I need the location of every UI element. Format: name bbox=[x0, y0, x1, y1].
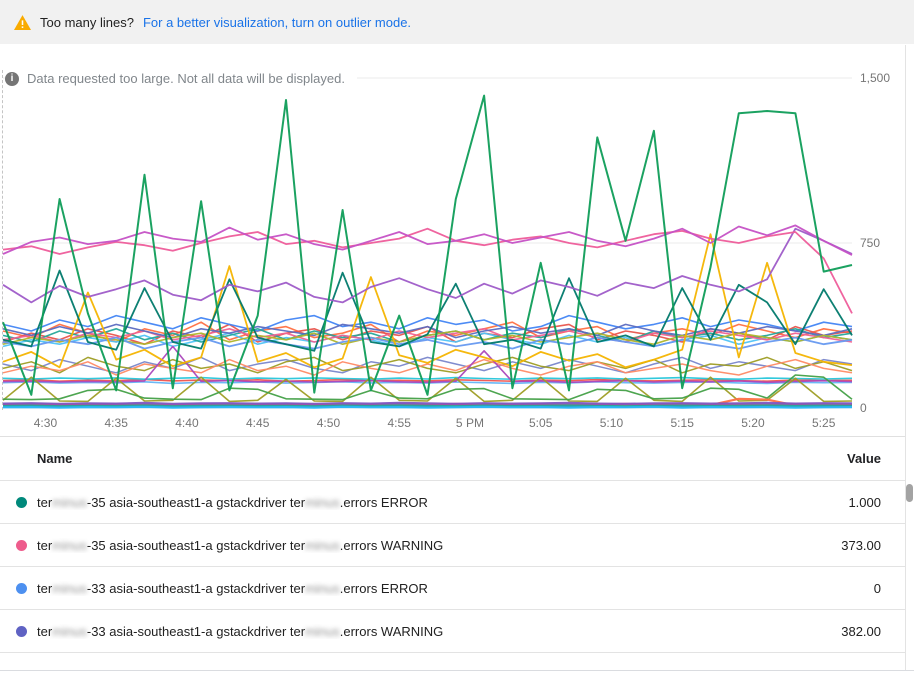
x-axis-label: 5:10 bbox=[599, 416, 624, 430]
chart-line-blue-weave bbox=[2, 336, 853, 350]
redacted-text: minus bbox=[305, 580, 340, 596]
series-color-dot bbox=[16, 582, 27, 594]
table-row[interactable]: terminus-35 asia-southeast1-a gstackdriv… bbox=[0, 481, 905, 524]
warning-icon bbox=[14, 14, 31, 30]
redacted-text: minus bbox=[52, 623, 87, 639]
row-value: 1.000 bbox=[848, 494, 881, 510]
table-row[interactable]: terminus-33 asia-southeast1-a gstackdriv… bbox=[0, 610, 905, 653]
table-row[interactable]: terminus-35 asia-southeast1-a gstackdriv… bbox=[0, 524, 905, 567]
table-row[interactable]: terminus-33 asia-southeast1-a gstackdriv… bbox=[0, 567, 905, 610]
x-axis-label: 4:35 bbox=[104, 416, 128, 430]
x-axis-label: 4:30 bbox=[33, 416, 58, 430]
chart-line-purple-mid bbox=[2, 227, 853, 304]
chart-line-green-tall bbox=[2, 94, 853, 396]
axis-divider bbox=[0, 436, 905, 437]
x-axis-label: 4:50 bbox=[316, 416, 341, 430]
x-axis-label: 5:25 bbox=[812, 416, 836, 430]
x-axis-label: 4:40 bbox=[175, 416, 199, 430]
line-chart bbox=[2, 77, 853, 409]
chart-area: i Data requested too large. Not all data… bbox=[0, 44, 905, 437]
too-many-lines-banner: Too many lines? For a better visualizati… bbox=[0, 0, 914, 44]
chart-left-dashed-line bbox=[2, 70, 3, 410]
legend-table: Name Value terminus-35 asia-southeast1-a… bbox=[0, 437, 905, 669]
chart-line-stripe-cyan bbox=[2, 376, 853, 381]
y-axis-label: 750 bbox=[857, 236, 881, 250]
data-truncated-notice: i Data requested too large. Not all data… bbox=[5, 71, 357, 86]
row-value: 373.00 bbox=[841, 537, 881, 553]
chart-line-darkteal-spiky bbox=[2, 269, 853, 352]
y-axis-label: 1,500 bbox=[857, 71, 891, 85]
row-value: 0 bbox=[873, 580, 881, 596]
partial-row bbox=[0, 653, 905, 669]
redacted-text: minus bbox=[305, 537, 340, 553]
column-header-value: Value bbox=[847, 451, 881, 466]
redacted-text: minus bbox=[52, 537, 87, 553]
x-axis-label: 5:05 bbox=[529, 416, 553, 430]
x-axis-label: 4:45 bbox=[246, 416, 270, 430]
chart-line-tangle-slate bbox=[2, 323, 853, 339]
scrollbar-thumb[interactable] bbox=[906, 484, 913, 502]
column-header-name: Name bbox=[37, 451, 73, 466]
chart-line-bottom-purple bbox=[2, 401, 853, 405]
legend-header: Name Value bbox=[0, 437, 905, 481]
chart-line-bottom-teal bbox=[2, 404, 853, 408]
row-name: terminus-33 asia-southeast1-a gstackdriv… bbox=[37, 623, 444, 639]
series-color-dot bbox=[16, 539, 27, 551]
chart-line-pink-high bbox=[2, 227, 853, 314]
chart-line-low-orange bbox=[2, 358, 853, 376]
row-value: 382.00 bbox=[841, 623, 881, 639]
outlier-mode-link[interactable]: For a better visualization, turn on outl… bbox=[142, 14, 412, 30]
chart-line-low-olive bbox=[2, 356, 853, 374]
info-icon: i bbox=[5, 71, 19, 86]
series-color-dot bbox=[16, 496, 27, 508]
x-axis-label: 4:55 bbox=[387, 416, 411, 430]
redacted-text: minus bbox=[52, 580, 87, 596]
row-name: terminus-35 asia-southeast1-a gstackdriv… bbox=[37, 494, 428, 510]
series-color-dot bbox=[16, 625, 27, 637]
x-axis-label: 5:20 bbox=[741, 416, 765, 430]
chart-line-tangle-blue bbox=[2, 314, 853, 332]
chart-line-green-meander bbox=[2, 374, 853, 401]
chart-line-olive-triangles bbox=[2, 376, 853, 403]
notice-text: Data requested too large. Not all data w… bbox=[27, 71, 345, 86]
x-axis-label: 5:15 bbox=[670, 416, 694, 430]
scrollbar-track bbox=[905, 45, 906, 670]
redacted-text: minus bbox=[305, 494, 340, 510]
chart-line-stripe-purple bbox=[2, 345, 853, 384]
chart-line-gold-spiky bbox=[2, 233, 853, 369]
y-axis-label: 0 bbox=[857, 401, 867, 415]
redacted-text: minus bbox=[52, 494, 87, 510]
chart-line-low-blueviolet bbox=[2, 356, 853, 374]
row-name: terminus-33 asia-southeast1-a gstackdriv… bbox=[37, 580, 428, 596]
x-axis-label: 5 PM bbox=[455, 416, 484, 430]
row-name: terminus-35 asia-southeast1-a gstackdriv… bbox=[37, 537, 444, 553]
banner-message: Too many lines? bbox=[40, 14, 134, 30]
bottom-divider bbox=[0, 670, 914, 671]
chart-line-bottom-cyan bbox=[2, 405, 853, 409]
redacted-text: minus bbox=[305, 623, 340, 639]
chart-line-magenta-high bbox=[2, 224, 853, 256]
